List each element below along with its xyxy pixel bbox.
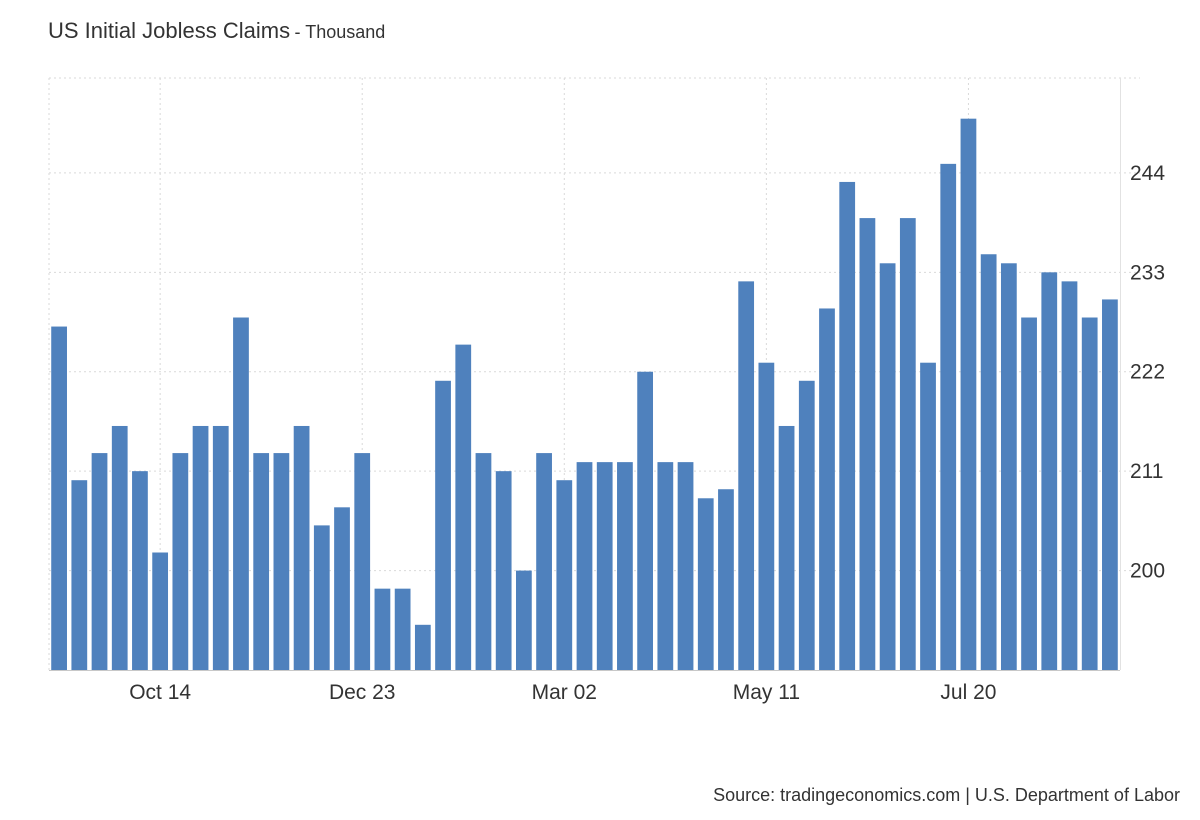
- bar: [374, 588, 391, 670]
- bar: [657, 462, 674, 670]
- bar: [697, 498, 714, 670]
- bar: [556, 480, 573, 670]
- bar: [132, 471, 148, 670]
- bar: [940, 163, 957, 670]
- bar: [778, 425, 795, 670]
- bar: [576, 462, 593, 670]
- x-tick-label: Oct 14: [129, 681, 191, 704]
- bar: [920, 362, 936, 670]
- bar: [414, 624, 431, 670]
- bar: [192, 425, 209, 670]
- x-axis-labels: Oct 14 Dec 23 Mar 02 May 11 Jul 20: [129, 681, 996, 704]
- y-tick-label: 200: [1130, 560, 1165, 583]
- bar: [394, 588, 411, 670]
- y-tick-label: 244: [1130, 162, 1165, 185]
- y-tick-label: 233: [1130, 261, 1165, 284]
- bar: [718, 489, 734, 670]
- x-tick-label: Mar 02: [532, 681, 597, 704]
- bar: [1081, 317, 1098, 670]
- bar: [617, 462, 633, 670]
- bar: [71, 480, 88, 670]
- bar: [111, 425, 128, 670]
- bar: [980, 254, 997, 671]
- bar: [879, 263, 896, 670]
- bar: [495, 471, 512, 670]
- bar: [233, 317, 249, 670]
- bar: [1061, 281, 1078, 670]
- bar: [596, 462, 613, 670]
- chart-title: US Initial Jobless Claims - Thousand: [48, 18, 385, 44]
- bar: [1041, 272, 1058, 670]
- bar: [899, 218, 916, 670]
- axes: [49, 78, 1121, 671]
- bar: [313, 525, 330, 670]
- bar: [859, 218, 876, 670]
- bar: [1021, 317, 1037, 670]
- bar: [1102, 299, 1118, 670]
- bar: [435, 380, 451, 670]
- bar: [475, 453, 492, 670]
- bar: [1000, 263, 1017, 670]
- y-axis-labels: 200 211 222 233 244: [1130, 162, 1165, 583]
- bar: [152, 552, 169, 670]
- bar: [819, 308, 835, 670]
- bar: [172, 453, 189, 670]
- bar: [91, 453, 108, 670]
- bar: [536, 453, 552, 670]
- bar: [738, 281, 755, 670]
- bar: [253, 453, 270, 670]
- chart-unit: - Thousand: [294, 22, 386, 42]
- bar: [839, 181, 856, 670]
- bar: [515, 570, 532, 670]
- bar: [637, 371, 654, 670]
- y-tick-label: 222: [1130, 361, 1165, 384]
- y-tick-label: 211: [1130, 460, 1163, 483]
- grid-lines: [48, 77, 1140, 670]
- source-note: Source: tradingeconomics.com | U.S. Depa…: [713, 785, 1180, 805]
- bar: [51, 326, 67, 670]
- bar: [455, 344, 472, 670]
- x-tick-label: Jul 20: [940, 681, 996, 704]
- chart-title-text: US Initial Jobless Claims: [48, 18, 291, 43]
- bar: [212, 425, 229, 670]
- bar: [293, 425, 310, 670]
- bar: [798, 380, 815, 670]
- bar: [334, 507, 350, 670]
- bar: [354, 453, 371, 670]
- bar-chart: 200 211 222 233 244 Oct 14 Dec 23 Mar 02 May 11…: [48, 77, 1165, 704]
- x-tick-label: May 11: [733, 681, 800, 704]
- bar: [677, 462, 694, 670]
- bar: [960, 118, 977, 670]
- bar: [273, 453, 290, 670]
- bar: [758, 362, 775, 670]
- x-tick-label: Dec 23: [329, 681, 396, 704]
- bars: [51, 118, 1118, 671]
